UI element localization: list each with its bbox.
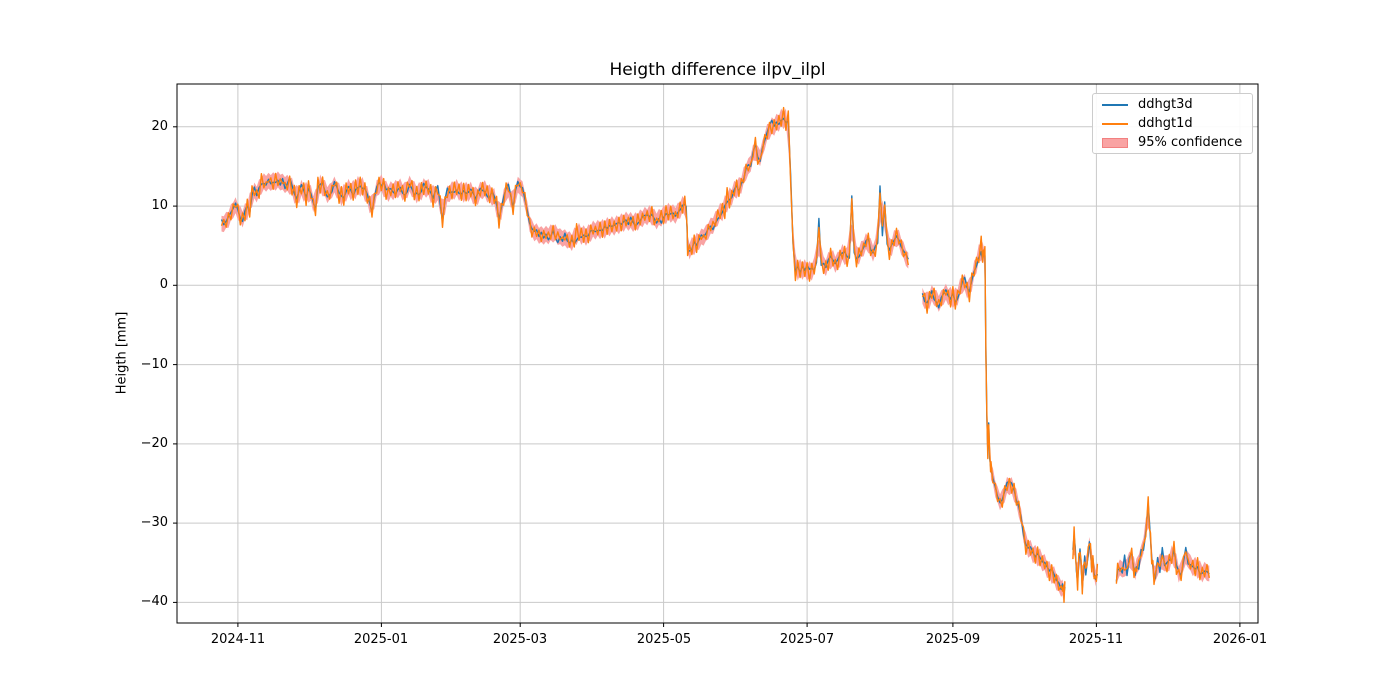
- x-tick-label: 2025-05: [636, 632, 692, 647]
- ddhgt1d-line-swatch: [1102, 122, 1128, 125]
- x-tick-label: 2025-11: [1068, 632, 1124, 647]
- x-tick-label: 2025-09: [925, 632, 981, 647]
- chart-title: Heigth difference ilpv_ilpl: [609, 60, 826, 80]
- x-tick-label: 2025-07: [779, 632, 835, 647]
- x-tick-label: 2026-01: [1212, 632, 1268, 647]
- legend-item-ddhgt1d: ddhgt1d: [1093, 116, 1252, 132]
- y-axis-label: Heigth [mm]: [114, 311, 130, 395]
- series-ddhgt1d-line: [921, 235, 1066, 603]
- axes-spines: [176, 83, 1259, 624]
- confidence-band: [221, 108, 909, 282]
- y-tick-label: 20: [151, 119, 168, 134]
- series-ddhgt1d-line: [220, 106, 909, 282]
- legend-label-ddhgt1d: ddhgt1d: [1138, 116, 1193, 131]
- y-tick-label: 10: [151, 198, 168, 213]
- x-tick-label: 2025-03: [492, 632, 548, 647]
- legend: ddhgt3d ddhgt1d 95% confidence: [1092, 93, 1253, 154]
- x-tick-label: 2025-01: [353, 632, 409, 647]
- x-tick-label: 2024-11: [210, 632, 266, 647]
- legend-label-ddhgt3d: ddhgt3d: [1138, 97, 1193, 112]
- legend-item-confidence: 95% confidence: [1093, 135, 1252, 151]
- y-tick-label: −40: [140, 594, 168, 609]
- legend-item-ddhgt3d: ddhgt3d: [1093, 97, 1252, 113]
- y-tick-label: 0: [159, 277, 168, 292]
- y-tick-label: −10: [140, 357, 168, 372]
- series-ddhgt1d-line: [1072, 526, 1099, 595]
- confidence-band: [922, 241, 1065, 601]
- series-ddhgt1d-line: [1115, 496, 1210, 586]
- confidence-patch-swatch: [1102, 137, 1128, 148]
- ddhgt3d-line-swatch: [1102, 103, 1128, 106]
- legend-label-confidence: 95% confidence: [1138, 135, 1243, 150]
- y-tick-label: −20: [140, 436, 168, 451]
- y-tick-label: −30: [140, 515, 168, 530]
